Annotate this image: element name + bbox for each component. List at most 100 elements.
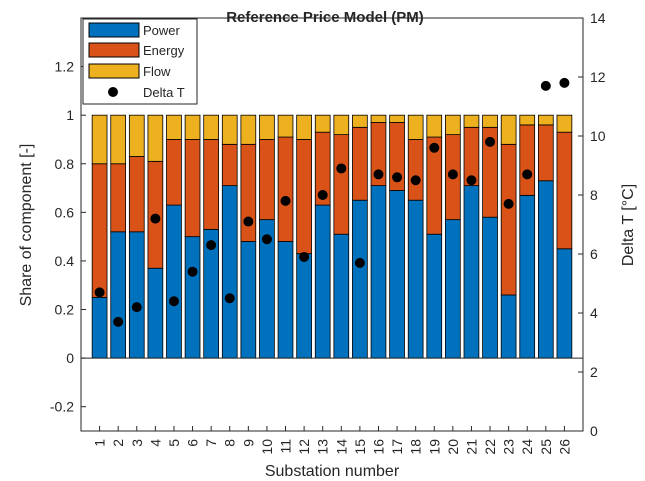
y-tick-label: -0.2 bbox=[50, 399, 74, 415]
delta-t-point-6 bbox=[187, 266, 198, 277]
bar-energy-3 bbox=[128, 156, 145, 233]
delta-t-point-3 bbox=[131, 302, 142, 313]
y2-tick-label: 2 bbox=[590, 364, 598, 380]
bar-flow-23 bbox=[500, 114, 517, 145]
bar-power-25 bbox=[537, 180, 554, 359]
bar-power-8 bbox=[221, 185, 238, 359]
bar-energy-25 bbox=[537, 124, 554, 182]
bar-flow-7 bbox=[203, 114, 219, 140]
bar-flow-8 bbox=[221, 114, 238, 145]
x-tick-label: 1 bbox=[92, 439, 108, 447]
bar-energy-9 bbox=[240, 143, 257, 242]
y2-tick-label: 6 bbox=[590, 246, 598, 262]
bar-flow-2 bbox=[110, 114, 127, 165]
legend: Power Energy Flow Delta T bbox=[82, 18, 198, 105]
bar-energy-1 bbox=[91, 163, 108, 298]
bar-flow-4 bbox=[147, 114, 164, 162]
delta-t-point-10 bbox=[261, 234, 272, 245]
bar-flow-19 bbox=[426, 114, 443, 138]
bar-flow-3 bbox=[128, 114, 145, 157]
bar-flow-14 bbox=[333, 114, 350, 136]
y2-tick-label: 8 bbox=[590, 187, 598, 203]
bar-flow-22 bbox=[482, 114, 498, 128]
x-tick-label: 24 bbox=[519, 439, 535, 455]
bar-energy-11 bbox=[277, 136, 294, 242]
bar-energy-24 bbox=[519, 124, 536, 196]
bar-flow-1 bbox=[91, 114, 108, 165]
legend-label-delta-t: Delta T bbox=[143, 85, 185, 100]
delta-t-point-21 bbox=[466, 175, 477, 186]
delta-t-point-24 bbox=[522, 169, 533, 180]
y2-tick-label: 0 bbox=[590, 423, 598, 439]
bar-flow-9 bbox=[240, 114, 257, 145]
bar-power-6 bbox=[184, 236, 201, 359]
bar-power-3 bbox=[128, 231, 145, 359]
legend-label-power: Power bbox=[143, 23, 181, 38]
x-tick-label: 3 bbox=[129, 439, 145, 447]
y-tick-label: 0.8 bbox=[55, 156, 75, 172]
bar-energy-5 bbox=[166, 139, 182, 206]
bar-flow-15 bbox=[352, 114, 368, 128]
bar-power-9 bbox=[240, 241, 257, 359]
bar-power-2 bbox=[110, 231, 127, 359]
x-tick-label: 18 bbox=[408, 439, 424, 455]
bar-power-11 bbox=[277, 241, 294, 359]
legend-marker-delta-t bbox=[108, 87, 118, 97]
y2-tick-label: 4 bbox=[590, 305, 598, 321]
x-tick-label: 26 bbox=[556, 439, 572, 455]
bar-flow-18 bbox=[407, 114, 424, 140]
bar-power-23 bbox=[500, 294, 517, 359]
x-tick-label: 14 bbox=[333, 439, 349, 455]
x-tick-label: 21 bbox=[463, 439, 479, 455]
bar-power-24 bbox=[519, 194, 536, 359]
legend-swatch-power bbox=[88, 22, 140, 38]
x-tick-label: 2 bbox=[110, 439, 126, 447]
x-axis-label: Substation number bbox=[265, 463, 400, 480]
delta-t-point-19 bbox=[429, 142, 440, 153]
bar-energy-8 bbox=[221, 143, 238, 187]
delta-t-point-15 bbox=[354, 257, 365, 268]
bar-flow-12 bbox=[296, 114, 312, 140]
legend-swatch-energy bbox=[88, 42, 140, 58]
bar-flow-21 bbox=[463, 114, 480, 128]
bar-flow-26 bbox=[556, 114, 573, 133]
y-tick-label: 1 bbox=[66, 107, 74, 123]
x-tick-label: 5 bbox=[166, 439, 182, 447]
y-axis-label: Share of component [-] bbox=[18, 144, 35, 307]
delta-t-point-9 bbox=[243, 216, 254, 227]
delta-t-point-20 bbox=[447, 169, 458, 180]
bar-flow-17 bbox=[389, 114, 405, 123]
bar-energy-18 bbox=[407, 139, 424, 201]
bar-energy-15 bbox=[352, 126, 368, 201]
delta-t-point-5 bbox=[168, 296, 179, 307]
x-tick-label: 17 bbox=[389, 439, 405, 455]
delta-t-point-1 bbox=[94, 287, 105, 298]
delta-t-point-7 bbox=[206, 240, 217, 251]
bar-power-15 bbox=[352, 199, 368, 359]
bar-energy-23 bbox=[500, 143, 517, 296]
delta-t-point-13 bbox=[317, 190, 328, 200]
bar-energy-10 bbox=[259, 139, 275, 221]
delta-t-point-2 bbox=[113, 316, 124, 327]
bar-flow-10 bbox=[259, 114, 275, 140]
bar-power-20 bbox=[445, 219, 461, 359]
plot-frame bbox=[80, 17, 584, 432]
x-tick-label: 6 bbox=[185, 439, 201, 447]
x-tick-label: 11 bbox=[278, 439, 294, 454]
bar-energy-14 bbox=[333, 134, 350, 235]
delta-t-point-16 bbox=[373, 169, 384, 180]
bar-flow-5 bbox=[166, 114, 182, 140]
x-tick-label: 9 bbox=[240, 439, 256, 447]
delta-t-point-26 bbox=[559, 77, 570, 88]
bar-power-21 bbox=[463, 185, 480, 359]
y-tick-label: 0.6 bbox=[55, 204, 75, 220]
bar-power-1 bbox=[91, 296, 108, 359]
bar-energy-2 bbox=[110, 163, 127, 233]
x-tick-label: 20 bbox=[445, 439, 461, 455]
delta-t-point-17 bbox=[392, 172, 403, 183]
delta-t-point-23 bbox=[503, 198, 514, 209]
bar-energy-26 bbox=[556, 131, 573, 250]
bar-flow-16 bbox=[370, 114, 387, 123]
x-tick-label: 10 bbox=[259, 439, 275, 455]
